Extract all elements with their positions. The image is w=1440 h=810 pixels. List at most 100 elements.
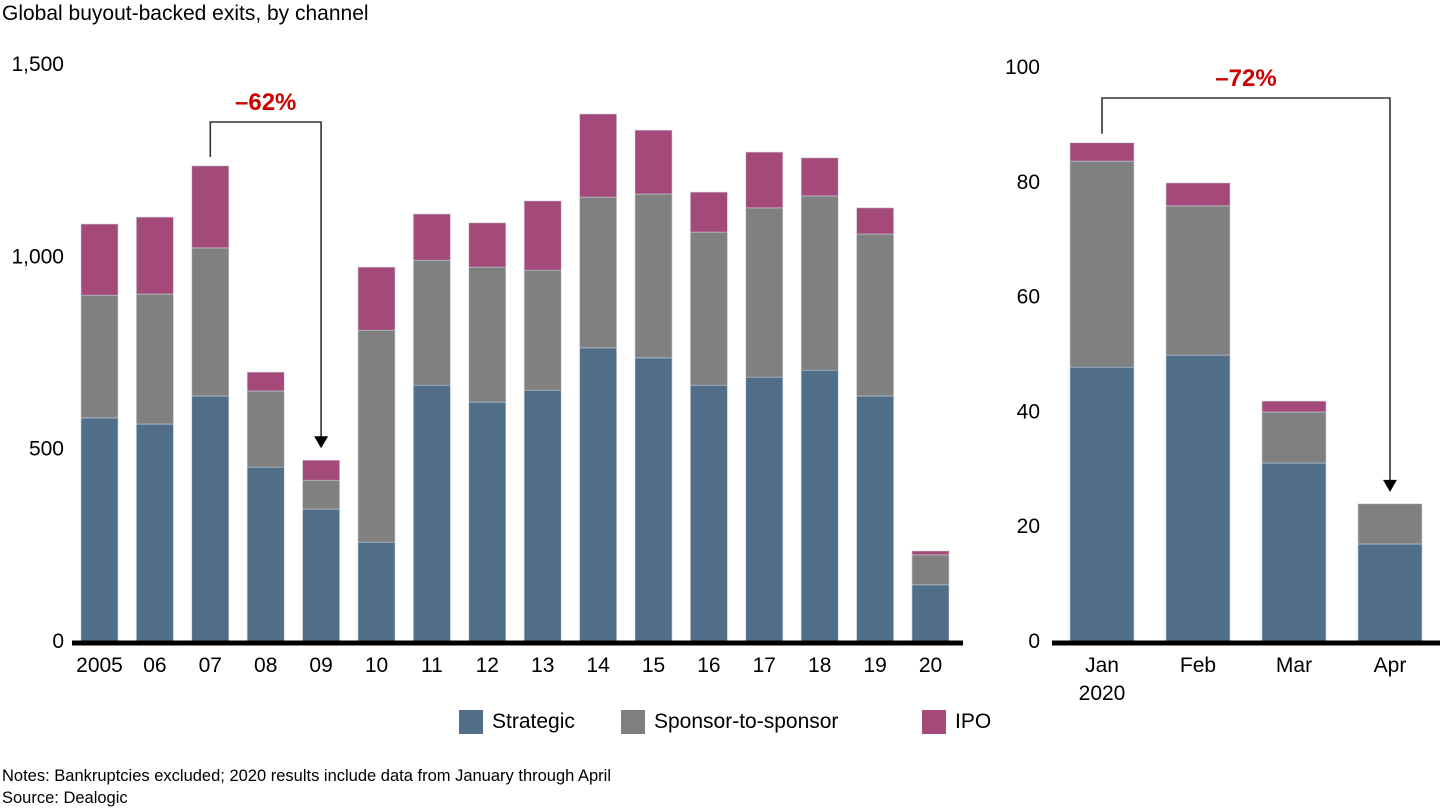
right-chart-monthly: 0 20 40 60 80 100 Jan 2020 Feb Mar Apr –72% [1005,56,1440,705]
bar-segment-strategic [191,395,230,642]
legend-label-sponsor: Sponsor-to-sponsor [654,710,839,733]
bar-segment-ipo [856,207,894,235]
y-tick-label: 0 [1028,630,1040,653]
bar-segment-ipo [1261,400,1327,413]
bar-segment-strategic [523,389,562,642]
bar-segment-ipo [800,157,839,197]
x-tick-label: 2005 [76,654,123,677]
bar-segment-ipo [80,223,119,296]
bar-segment-strategic [634,357,673,642]
bar-segment-ipo [523,200,562,271]
bar-segment-ipo [246,371,285,392]
bar-segment-ipo [911,550,950,556]
bar-segment-ipo [690,191,728,233]
y-tick-label: 100 [1005,56,1040,79]
bar-segment-sponsor [1165,205,1231,356]
bar-segment-sponsor [523,269,562,391]
x-tick-label: 13 [531,654,554,677]
bar-segment-strategic [468,401,507,642]
bar-segment-strategic [246,466,285,642]
y-tick-label: 500 [29,438,64,461]
bar-segment-strategic [856,395,894,642]
legend-label-strategic: Strategic [492,710,575,733]
y-tick-label: 1,500 [11,53,64,76]
legend-item-ipo: IPO [922,710,991,734]
bar-segment-strategic [1357,543,1423,642]
bar-segment-sponsor [468,266,507,403]
y-tick-label: 60 [1017,286,1040,309]
bar-segment-sponsor [856,233,894,397]
bar-segment-strategic [1165,354,1231,642]
notes-text: Notes: Bankruptcies excluded; 2020 resul… [2,767,612,785]
legend-swatch-ipo [922,710,946,734]
bar-segment-strategic [357,541,396,642]
bar-segment-sponsor [413,259,451,386]
arrow-down-icon [1383,479,1397,492]
x-tick-label: 17 [753,654,776,677]
bar-segment-ipo [136,216,174,295]
source-text: Source: Dealogic [2,789,128,807]
bar-segment-sponsor [191,247,230,397]
y-tick-label: 0 [52,630,64,653]
chart-title: Global buyout-backed exits, by channel [2,2,369,25]
x-tick-label: Feb [1180,654,1216,677]
bar-segment-sponsor [911,554,950,586]
change-annotation-label: –72% [1215,65,1276,92]
bar-segment-sponsor [357,329,396,543]
bar-segment-ipo [357,266,396,331]
x-tick-label: 14 [586,654,610,677]
bar-segment-sponsor [246,390,285,468]
bar-segment-ipo [191,165,230,249]
y-tick-label: 20 [1017,515,1040,538]
bar-segment-sponsor [1357,503,1423,545]
bar-segment-strategic [80,417,119,642]
x-tick-label: Apr [1374,654,1407,677]
y-tick-label: 1,000 [11,245,64,268]
bar-segment-sponsor [1261,411,1327,464]
legend-label-ipo: IPO [955,710,992,733]
x-tick-label: 15 [642,654,665,677]
bar-segment-sponsor [302,479,340,510]
bar-segment-strategic [1261,462,1327,642]
legend-item-sponsor: Sponsor-to-sponsor [621,710,838,734]
bar-segment-strategic [800,369,839,642]
bar-segment-sponsor [80,294,119,419]
x-tick-label: 06 [143,654,166,677]
bar-segment-strategic [136,423,174,642]
legend-swatch-strategic [459,710,483,734]
bar-segment-ipo [579,113,617,198]
bar-segment-ipo [745,151,784,209]
bar-segment-ipo [1069,142,1135,162]
bar-segment-sponsor [1069,160,1135,368]
y-tick-label: 80 [1017,171,1040,194]
x-tick-label: 20 [919,654,942,677]
x-tick-label: Mar [1276,654,1312,677]
footnotes: Notes: Bankruptcies excluded; 2020 resul… [2,765,611,809]
bar-segment-sponsor [690,231,728,386]
bar-segment-ipo [1165,182,1231,207]
x-tick-label: 07 [199,654,222,677]
bar-segment-strategic [579,347,617,642]
legend-item-strategic: Strategic [459,710,575,734]
x-tick-label: 18 [808,654,831,677]
bar-segment-strategic [911,584,950,642]
bar-segment-sponsor [800,195,839,371]
arrow-down-icon [314,436,329,449]
bar-segment-strategic [1069,366,1135,642]
bar-segment-sponsor [634,193,673,359]
x-tick-label: 11 [421,654,443,677]
annotation-bracket [1101,97,1391,482]
x-tick-label: Jan 2020 [1079,654,1126,705]
x-tick-label: 16 [697,654,720,677]
x-tick-label: 12 [476,654,499,677]
left-chart-annual: 0 500 1,000 1,500 2005 06 07 08 09 10 11 12 13 14 15 16… [11,53,963,677]
bar-segment-strategic [413,384,451,642]
bar-segment-ipo [413,213,451,261]
x-tick-label: 10 [365,654,388,677]
bar-segment-ipo [302,459,340,481]
change-annotation-label: –62% [235,89,296,116]
legend-swatch-sponsor [621,710,645,734]
y-tick-label: 40 [1017,400,1040,423]
annotation-bracket [209,121,322,439]
